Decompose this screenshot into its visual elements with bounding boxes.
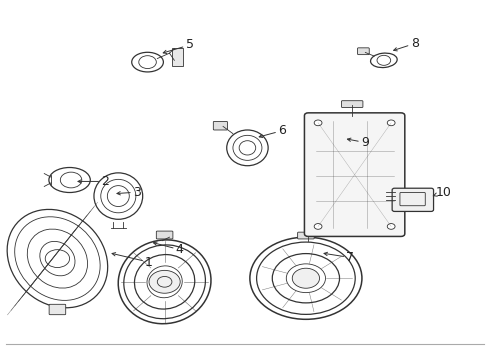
Text: 2: 2 xyxy=(78,175,109,188)
Circle shape xyxy=(387,120,395,126)
Text: 6: 6 xyxy=(259,124,286,138)
Bar xyxy=(172,48,183,66)
FancyBboxPatch shape xyxy=(358,48,369,55)
Circle shape xyxy=(292,268,319,288)
FancyBboxPatch shape xyxy=(297,232,314,239)
Circle shape xyxy=(314,224,322,229)
Text: 3: 3 xyxy=(117,186,141,199)
FancyBboxPatch shape xyxy=(156,231,173,239)
FancyBboxPatch shape xyxy=(304,113,405,237)
Text: 10: 10 xyxy=(433,186,452,199)
Text: 4: 4 xyxy=(153,242,184,256)
FancyBboxPatch shape xyxy=(342,101,363,108)
Text: 9: 9 xyxy=(347,136,369,149)
Circle shape xyxy=(149,270,180,293)
Text: 1: 1 xyxy=(112,253,153,269)
Text: 7: 7 xyxy=(324,251,354,264)
FancyBboxPatch shape xyxy=(213,121,227,130)
Text: 8: 8 xyxy=(393,37,418,51)
Circle shape xyxy=(387,224,395,229)
Text: 5: 5 xyxy=(163,39,194,54)
Circle shape xyxy=(314,120,322,126)
FancyBboxPatch shape xyxy=(49,304,66,315)
FancyBboxPatch shape xyxy=(392,188,434,211)
